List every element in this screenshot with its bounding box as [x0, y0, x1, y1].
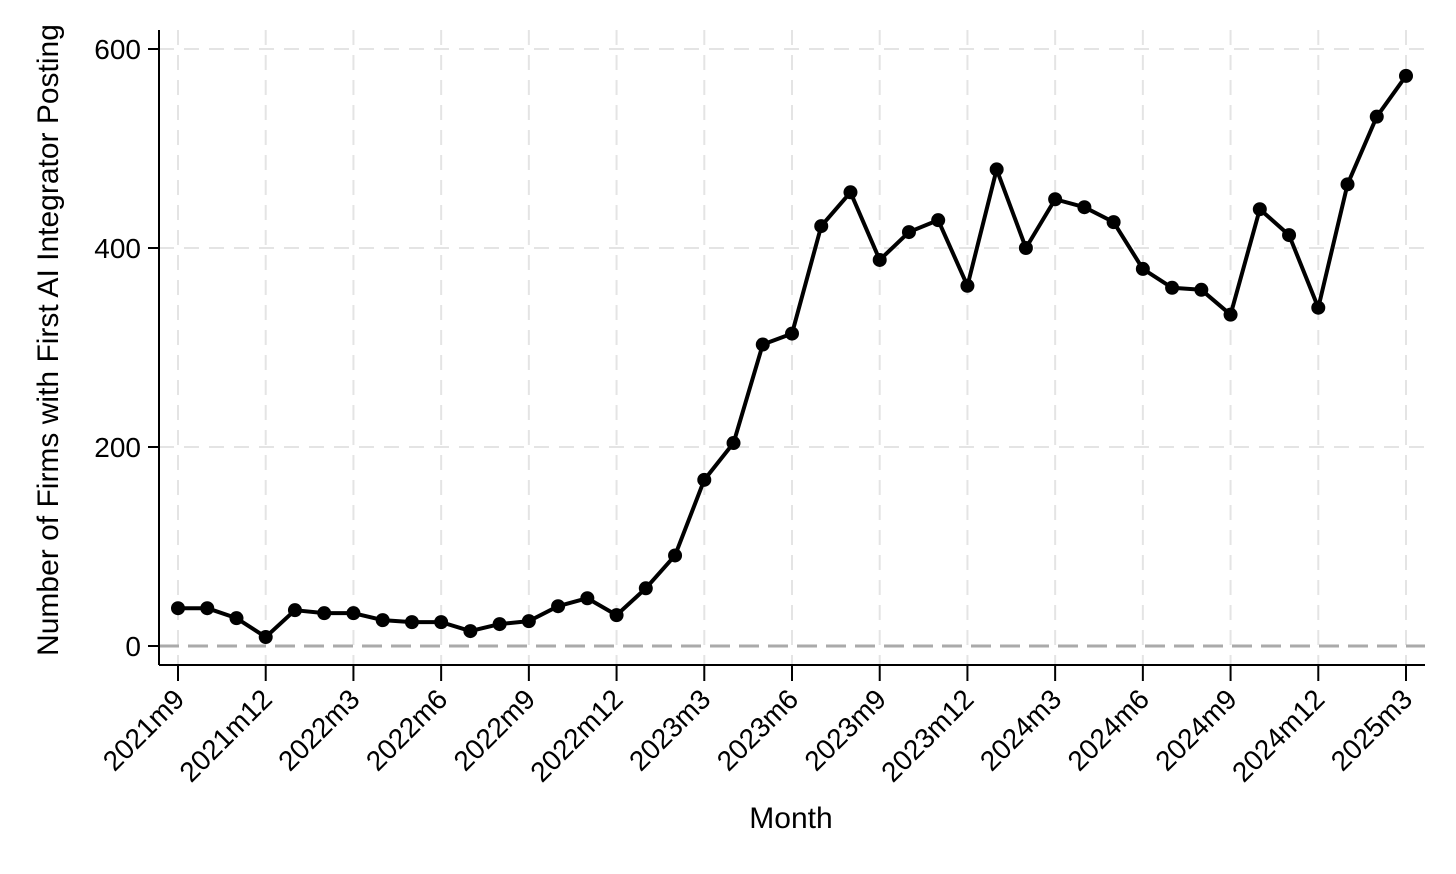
data-point-marker — [697, 472, 712, 487]
data-point-marker — [668, 548, 683, 563]
data-point-marker — [1018, 241, 1033, 255]
x-tick-label: 2022m3 — [272, 683, 365, 776]
data-point-marker — [1282, 228, 1297, 243]
x-tick-label: 2024m12 — [1226, 683, 1330, 787]
data-point-marker — [1048, 192, 1063, 207]
axes — [148, 30, 1425, 681]
x-tick-label: 2022m12 — [524, 683, 628, 787]
data-point-marker — [901, 225, 916, 240]
y-axis-title: Number of Firms with First AI Integrator… — [32, 24, 65, 656]
data-point-marker — [200, 601, 215, 616]
data-point-marker — [1311, 300, 1326, 315]
data-point-marker — [287, 603, 302, 618]
data-point-marker — [580, 591, 595, 606]
data-point-marker — [960, 278, 975, 293]
x-tick-label: 2021m12 — [173, 683, 277, 787]
data-point-marker — [1252, 202, 1267, 217]
data-point-marker — [317, 606, 332, 621]
data-point-marker — [843, 185, 858, 200]
data-point-marker — [404, 615, 419, 630]
x-tick-label: 2023m3 — [623, 683, 716, 776]
data-point-marker — [1165, 280, 1180, 295]
data-point-marker — [463, 624, 478, 639]
data-point-marker — [785, 326, 799, 341]
data-series — [171, 68, 1413, 645]
y-tick-label: 600 — [94, 34, 141, 65]
data-point-marker — [492, 617, 507, 632]
data-point-marker — [931, 213, 946, 228]
data-point-marker — [1194, 282, 1209, 297]
data-point-marker — [989, 162, 1004, 177]
data-point-marker — [755, 337, 770, 352]
y-tick-label: 400 — [94, 233, 141, 264]
data-point-marker — [1106, 215, 1121, 230]
data-point-marker — [814, 219, 829, 234]
x-tick-label: 2023m6 — [711, 683, 804, 776]
data-point-marker — [258, 630, 273, 645]
data-point-marker — [521, 614, 536, 629]
data-point-marker — [1340, 177, 1355, 192]
data-point-marker — [171, 601, 185, 616]
data-point-marker — [346, 606, 361, 621]
x-tick-label: 2024m3 — [974, 683, 1067, 776]
data-point-marker — [551, 599, 566, 614]
data-point-marker — [1399, 68, 1413, 83]
x-axis-title: Month — [749, 802, 832, 835]
x-tick-label: 2022m6 — [360, 683, 453, 776]
data-point-marker — [1369, 109, 1384, 124]
x-tick-label: 2023m12 — [875, 683, 979, 787]
data-point-marker — [375, 613, 390, 628]
data-point-marker — [1223, 307, 1238, 322]
x-tick-label: 2025m3 — [1325, 683, 1418, 776]
data-point-marker — [726, 436, 741, 451]
data-point-marker — [434, 615, 449, 630]
data-point-marker — [872, 252, 887, 267]
x-tick-label: 2024m6 — [1062, 683, 1155, 776]
data-point-marker — [1135, 261, 1150, 276]
data-point-marker — [1077, 200, 1092, 215]
data-point-marker — [609, 608, 624, 623]
y-tick-label: 200 — [94, 432, 141, 463]
data-point-marker — [638, 581, 653, 596]
y-tick-label: 0 — [125, 631, 141, 662]
gridlines — [159, 30, 1425, 665]
tick-labels: 02004006002021m92021m122022m32022m62022m… — [94, 34, 1418, 788]
data-point-marker — [229, 611, 244, 626]
